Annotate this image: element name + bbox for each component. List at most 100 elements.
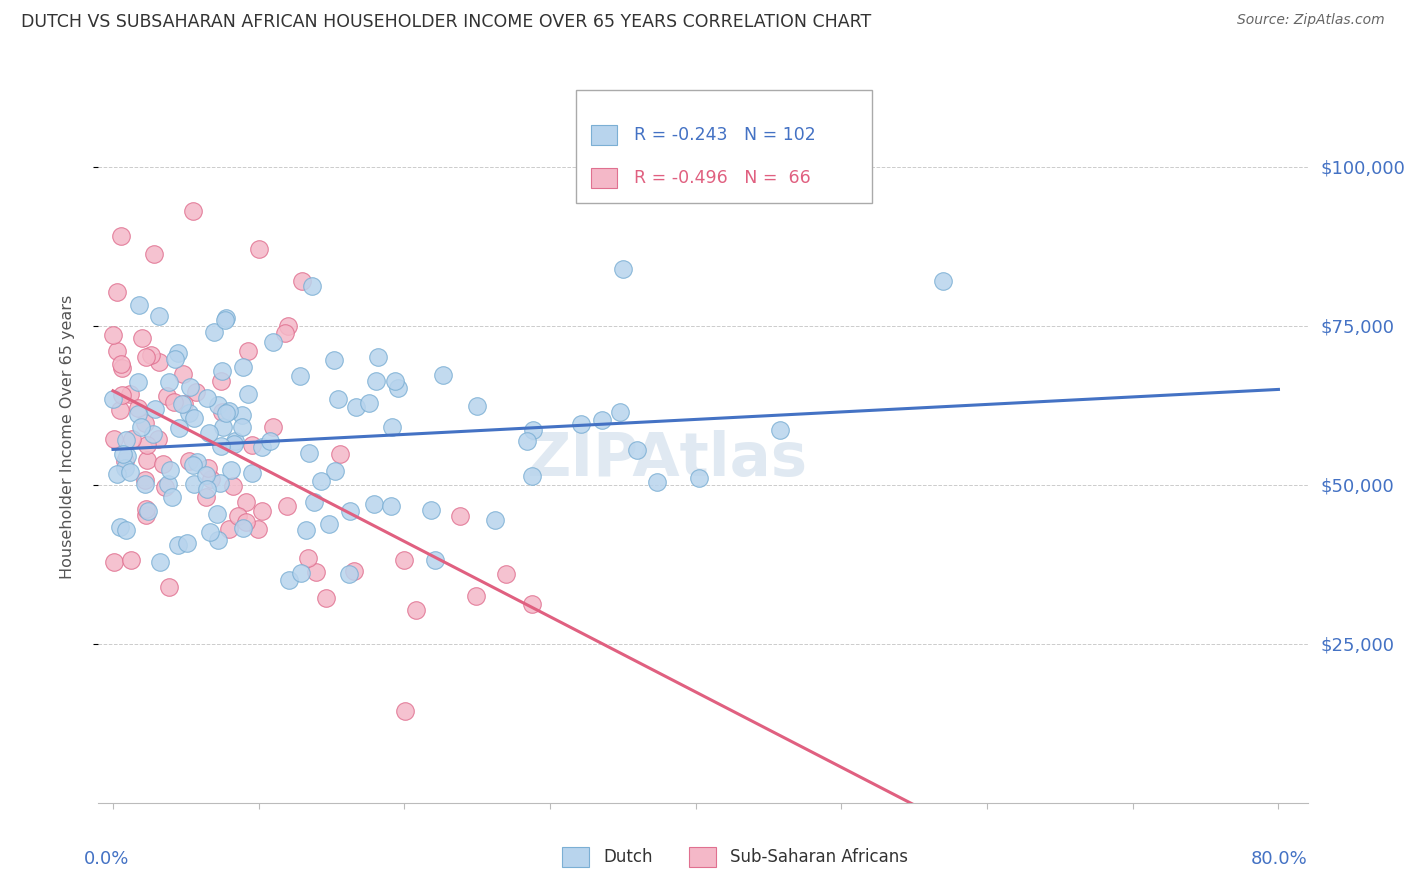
Point — [295, 524, 318, 538]
Point — [240, 467, 263, 481]
Point — [405, 603, 427, 617]
Point — [387, 381, 409, 395]
Point — [626, 443, 648, 458]
Point — [167, 421, 190, 435]
Point — [127, 401, 149, 416]
Point — [159, 463, 181, 477]
Point — [226, 509, 249, 524]
Point — [127, 375, 149, 389]
Text: Dutch: Dutch — [603, 847, 652, 866]
Point — [195, 391, 218, 405]
Point — [115, 449, 138, 463]
Point — [207, 398, 229, 412]
Point — [156, 389, 179, 403]
Point — [110, 357, 132, 371]
Point — [148, 355, 170, 369]
Point — [392, 553, 415, 567]
Point — [115, 433, 138, 447]
Point — [609, 405, 631, 419]
Point — [218, 523, 240, 537]
Point — [467, 400, 489, 414]
Point — [215, 406, 238, 420]
Point — [166, 538, 188, 552]
Point — [344, 400, 367, 414]
Point — [153, 480, 176, 494]
Point — [218, 404, 240, 418]
Point — [156, 476, 179, 491]
Text: R = -0.496   N =  66: R = -0.496 N = 66 — [634, 169, 811, 187]
Point — [181, 458, 204, 473]
Point — [522, 423, 544, 437]
Point — [120, 553, 142, 567]
Point — [114, 524, 136, 538]
Point — [129, 420, 152, 434]
Point — [224, 437, 246, 451]
Point — [181, 204, 204, 219]
Point — [211, 364, 233, 378]
Point — [432, 368, 454, 382]
Point — [232, 359, 254, 374]
Point — [103, 432, 125, 446]
Point — [221, 479, 243, 493]
Point — [240, 438, 263, 452]
Point — [290, 566, 312, 581]
Point — [142, 427, 165, 442]
Point — [184, 384, 207, 399]
Point — [159, 375, 181, 389]
Text: ZIPAtlas: ZIPAtlas — [526, 430, 807, 489]
Point — [522, 598, 544, 612]
Point — [932, 274, 955, 288]
Point — [103, 392, 125, 407]
Point — [135, 350, 157, 364]
Y-axis label: Householder Income Over 65 years: Householder Income Over 65 years — [60, 295, 75, 579]
Point — [197, 460, 219, 475]
Point — [235, 495, 257, 509]
Point — [128, 298, 150, 312]
Point — [322, 353, 344, 368]
Point — [211, 405, 233, 419]
Point — [195, 482, 218, 496]
Point — [152, 457, 174, 471]
Point — [110, 228, 132, 243]
Point — [309, 474, 332, 488]
Point — [200, 472, 222, 486]
Point — [645, 475, 668, 489]
Point — [135, 508, 157, 522]
Point — [165, 352, 187, 367]
Point — [114, 454, 136, 468]
Point — [212, 420, 235, 434]
Point — [298, 446, 321, 460]
Point — [231, 408, 253, 422]
Point — [276, 499, 298, 513]
Point — [198, 525, 221, 540]
Point — [250, 440, 273, 454]
Point — [277, 573, 299, 587]
Point — [143, 246, 166, 260]
Point — [262, 419, 284, 434]
Point — [157, 580, 180, 594]
Point — [139, 348, 162, 362]
Point — [214, 313, 236, 327]
Point — [262, 335, 284, 350]
Point — [105, 285, 128, 300]
Point — [195, 468, 218, 483]
Point — [247, 522, 270, 536]
Point — [179, 380, 201, 394]
Point — [238, 386, 260, 401]
Point — [179, 454, 201, 468]
Point — [143, 401, 166, 416]
Point — [111, 388, 134, 402]
Point — [172, 367, 194, 381]
Text: Sub-Saharan Africans: Sub-Saharan Africans — [730, 847, 908, 866]
Point — [205, 508, 228, 522]
Point — [136, 438, 159, 452]
Point — [134, 416, 156, 430]
Point — [484, 513, 506, 527]
Point — [337, 567, 360, 582]
Point — [183, 411, 205, 425]
Point — [110, 520, 132, 534]
Point — [121, 432, 143, 446]
Point — [183, 476, 205, 491]
Point — [173, 397, 195, 411]
Point — [136, 504, 159, 518]
